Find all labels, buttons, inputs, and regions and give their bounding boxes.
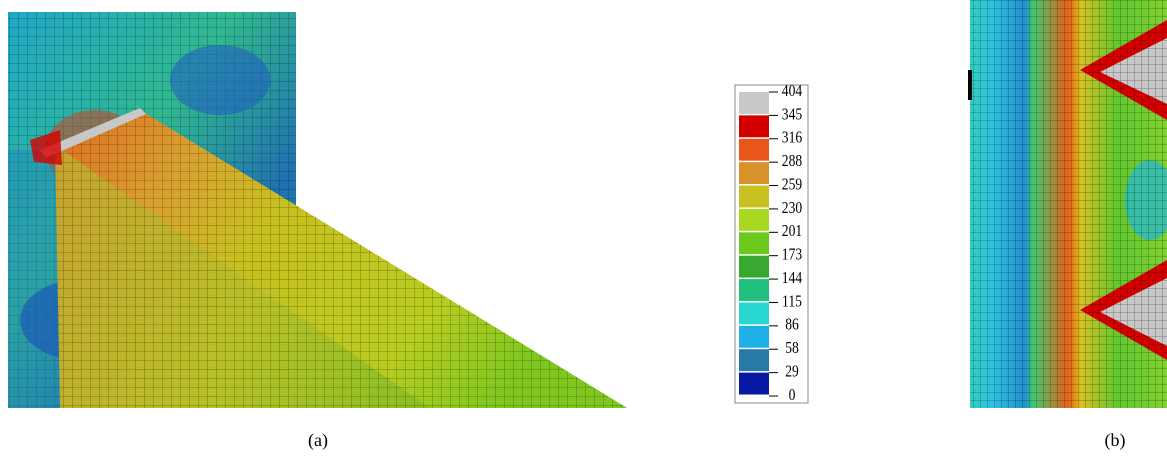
legend-band (739, 139, 769, 161)
legend-band (739, 279, 769, 301)
legend-label: 345 (782, 105, 803, 124)
figure-canvas: 404 345 316 288 259 230 201 173 144 115 86 58 29 0 (a… (0, 0, 1167, 472)
legend-label: 173 (782, 245, 803, 264)
legend-label: 86 (785, 315, 799, 334)
legend-label: 404 (782, 82, 803, 101)
legend-band (739, 186, 769, 208)
panel-a (8, 12, 627, 408)
legend-band (739, 256, 769, 278)
legend-band (739, 115, 769, 137)
legend-label: 58 (785, 339, 799, 358)
legend-band (739, 349, 769, 371)
legend-label: 288 (782, 152, 803, 171)
legend-label: 230 (782, 198, 803, 217)
legend-band (739, 326, 769, 348)
legend-label: 29 (785, 362, 799, 381)
legend-label: 0 (789, 386, 796, 405)
legend-label: 115 (782, 292, 802, 311)
legend-label: 144 (782, 269, 803, 288)
legend-label: 259 (782, 175, 803, 194)
legend-band (739, 92, 769, 114)
caption: (a) (308, 430, 328, 451)
legend-label: 201 (782, 222, 802, 241)
legend-band (739, 373, 769, 395)
panel-b (968, 0, 1167, 408)
legend-band (739, 232, 769, 254)
legend-band (739, 209, 769, 231)
legend-label: 316 (782, 128, 803, 147)
legend-band (739, 302, 769, 324)
caption: (b) (1105, 430, 1126, 451)
figure: 404 345 316 288 259 230 201 173 144 115 86 58 29 0 (a… (0, 0, 1167, 472)
color-legend: 404 345 316 288 259 230 201 173 144 115 86 58 29 0 (735, 82, 808, 405)
legend-band (739, 162, 769, 184)
